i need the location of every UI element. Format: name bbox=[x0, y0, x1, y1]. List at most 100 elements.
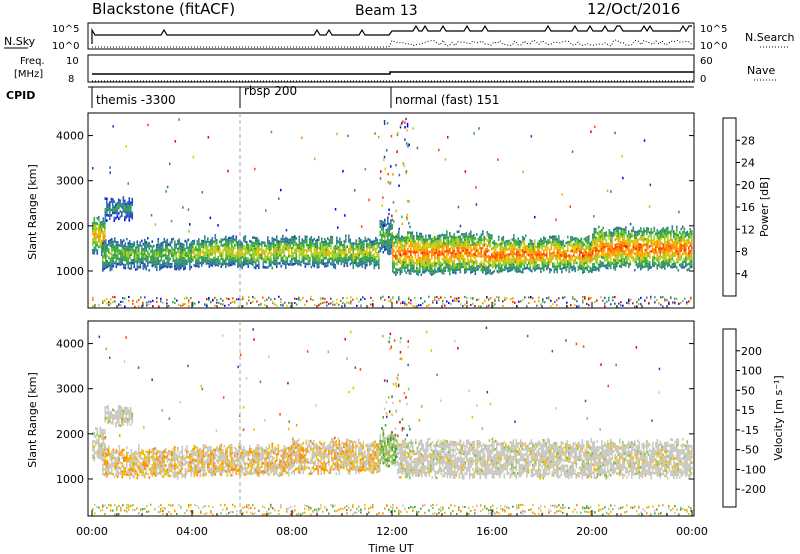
data-cell bbox=[616, 262, 618, 265]
data-cell bbox=[514, 269, 517, 272]
data-cell bbox=[453, 268, 456, 271]
data-cell bbox=[605, 234, 608, 237]
data-cell bbox=[596, 243, 599, 246]
data-cell bbox=[162, 249, 164, 253]
data-cell bbox=[656, 267, 659, 270]
data-cell bbox=[626, 245, 629, 248]
data-cell bbox=[258, 253, 260, 256]
data-cell bbox=[205, 243, 208, 246]
data-cell bbox=[376, 238, 379, 242]
data-cell bbox=[491, 234, 493, 237]
data-cell bbox=[619, 264, 621, 268]
data-cell bbox=[489, 272, 492, 275]
data-cell bbox=[225, 241, 227, 244]
data-cell bbox=[128, 200, 131, 203]
data-cell bbox=[620, 260, 623, 263]
data-cell bbox=[561, 270, 563, 274]
data-cell bbox=[416, 237, 418, 240]
data-cell bbox=[268, 251, 271, 254]
data-cell bbox=[499, 250, 502, 254]
data-cell bbox=[378, 245, 380, 248]
data-cell bbox=[123, 266, 125, 269]
data-cell bbox=[601, 237, 603, 240]
data-cell bbox=[610, 244, 612, 248]
data-cell bbox=[677, 260, 680, 264]
data-cell bbox=[482, 238, 484, 241]
data-cell bbox=[604, 237, 606, 241]
data-cell bbox=[673, 246, 675, 250]
data-cell bbox=[510, 269, 512, 272]
data-cell bbox=[517, 240, 520, 243]
data-cell bbox=[485, 269, 487, 273]
data-cell bbox=[658, 234, 660, 237]
data-cell bbox=[96, 249, 99, 252]
data-cell bbox=[289, 262, 292, 266]
data-cell bbox=[691, 233, 693, 236]
data-cell bbox=[611, 234, 614, 238]
data-cell bbox=[432, 300, 434, 303]
data-cell bbox=[446, 233, 448, 236]
data-cell bbox=[243, 239, 245, 242]
data-cell bbox=[327, 258, 329, 262]
data-cell bbox=[234, 243, 236, 247]
data-cell bbox=[616, 243, 618, 246]
data-cell bbox=[492, 252, 494, 255]
data-cell bbox=[186, 262, 188, 266]
colorbar-tick-label: 24 bbox=[741, 157, 755, 170]
data-cell bbox=[437, 270, 439, 273]
data-cell bbox=[357, 265, 359, 268]
data-cell bbox=[426, 241, 429, 245]
data-cell bbox=[157, 262, 160, 265]
data-cell bbox=[449, 248, 451, 251]
data-cell bbox=[485, 242, 487, 246]
data-cell bbox=[285, 229, 288, 232]
data-cell bbox=[548, 298, 550, 300]
data-cell bbox=[150, 244, 152, 248]
data-cell bbox=[326, 301, 328, 304]
data-cell bbox=[647, 265, 650, 269]
data-cell bbox=[107, 404, 110, 408]
data-cell bbox=[655, 246, 657, 249]
data-cell bbox=[249, 250, 251, 254]
data-cell bbox=[592, 241, 594, 245]
data-cell bbox=[683, 257, 686, 261]
data-cell bbox=[528, 259, 530, 262]
data-cell bbox=[142, 253, 145, 257]
data-cell bbox=[395, 209, 397, 213]
data-cell bbox=[511, 243, 514, 247]
data-cell bbox=[320, 302, 322, 305]
data-cell bbox=[401, 254, 403, 257]
data-cell bbox=[456, 265, 459, 269]
data-cell bbox=[396, 255, 399, 258]
data-cell bbox=[96, 454, 99, 458]
data-cell bbox=[355, 255, 358, 259]
data-cell bbox=[688, 254, 690, 258]
data-cell bbox=[126, 251, 128, 254]
data-cell bbox=[428, 234, 430, 238]
data-cell bbox=[372, 246, 374, 249]
cpid-bar: CPID themis -3300 rbsp 200 normal (fast)… bbox=[6, 84, 694, 108]
data-cell bbox=[193, 255, 196, 259]
data-cell bbox=[106, 200, 108, 203]
data-cell bbox=[399, 125, 402, 129]
data-cell bbox=[240, 256, 242, 260]
data-cell bbox=[483, 241, 486, 244]
data-cell bbox=[127, 241, 130, 245]
data-cell bbox=[650, 228, 653, 231]
data-cell bbox=[259, 256, 262, 259]
data-cell bbox=[438, 258, 441, 262]
data-cell bbox=[480, 239, 483, 242]
data-cell bbox=[204, 243, 206, 247]
data-cell bbox=[680, 249, 683, 252]
data-cell bbox=[331, 255, 334, 258]
data-cell bbox=[99, 234, 102, 238]
data-cell bbox=[571, 236, 574, 239]
data-cell bbox=[582, 271, 584, 274]
data-cell bbox=[516, 259, 518, 262]
data-cell bbox=[449, 272, 451, 276]
data-cell bbox=[611, 232, 614, 235]
data-cell bbox=[390, 233, 392, 236]
data-cell bbox=[513, 263, 515, 267]
data-cell bbox=[580, 264, 583, 268]
data-cell bbox=[142, 304, 144, 307]
